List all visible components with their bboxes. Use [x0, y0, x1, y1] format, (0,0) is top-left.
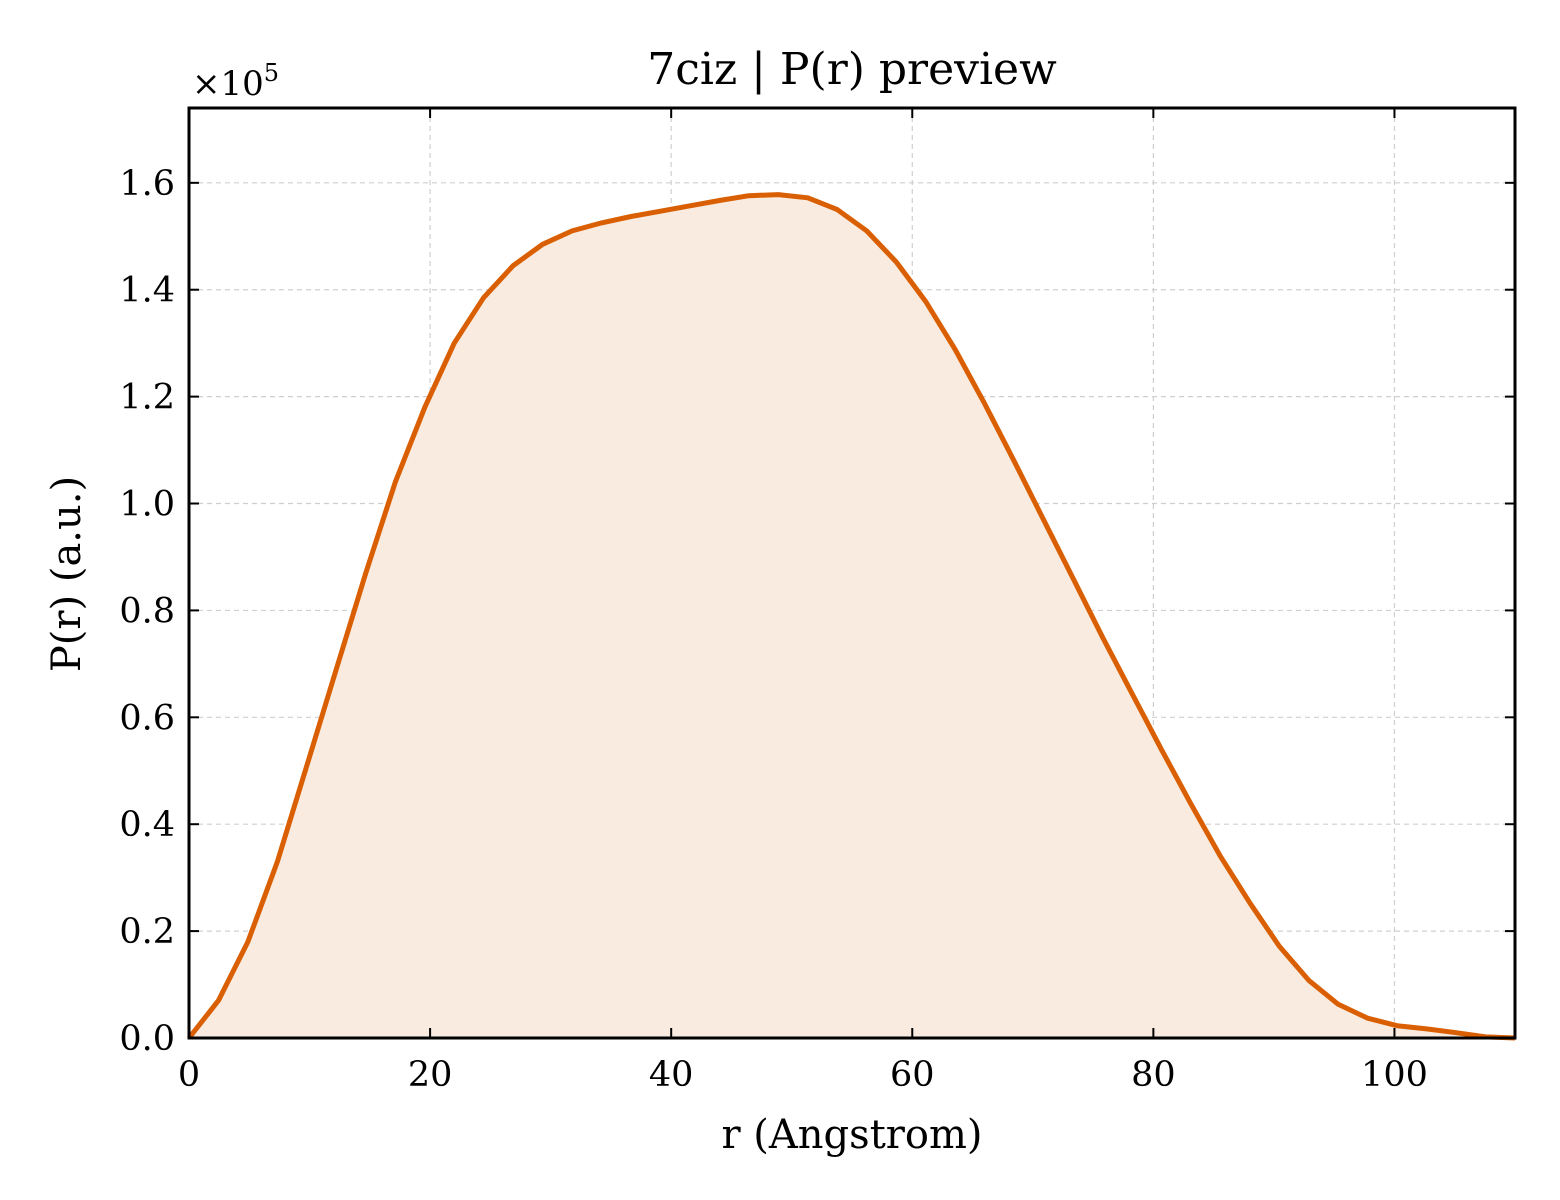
y-tick-label: 0.8 [119, 591, 175, 631]
chart-title: 7ciz | P(r) preview [647, 44, 1057, 95]
plot-area: 0 20 40 60 80 100 0.0 0.2 0.4 0.6 0.8 1.0 1.2 1.4 1.6 [119, 106, 1517, 1095]
x-tick-label: 0 [178, 1055, 200, 1095]
y-tick-label: 1.6 [119, 164, 175, 204]
y-tick-label: 1.4 [119, 271, 175, 311]
plot-frame [187, 106, 1517, 1040]
pr-area-fill [189, 194, 1515, 1039]
x-tick-label: 100 [1361, 1055, 1428, 1095]
y-tick-label: 0.2 [119, 912, 175, 952]
y-axis-label: P(r) (a.u.) [44, 476, 90, 672]
x-tick-label: 80 [1131, 1055, 1176, 1095]
y-axis-ticks: 0.0 0.2 0.4 0.6 0.8 1.0 1.2 1.4 1.6 [119, 164, 1515, 1059]
y-axis-multiplier: ×105 [192, 59, 279, 104]
x-tick-label: 60 [890, 1055, 935, 1095]
y-tick-label: 0.6 [119, 698, 175, 738]
x-tick-label: 40 [649, 1055, 694, 1095]
x-axis-ticks: 0 20 40 60 80 100 [178, 108, 1428, 1095]
x-tick-label: 20 [408, 1055, 453, 1095]
y-tick-label: 1.2 [119, 378, 175, 418]
pr-series-line [187, 192, 1516, 1041]
y-tick-label: 0.0 [119, 1019, 175, 1059]
x-axis-label: r (Angstrom) [721, 1112, 982, 1158]
y-tick-label: 1.0 [119, 485, 175, 525]
y-tick-label: 0.4 [119, 805, 175, 845]
